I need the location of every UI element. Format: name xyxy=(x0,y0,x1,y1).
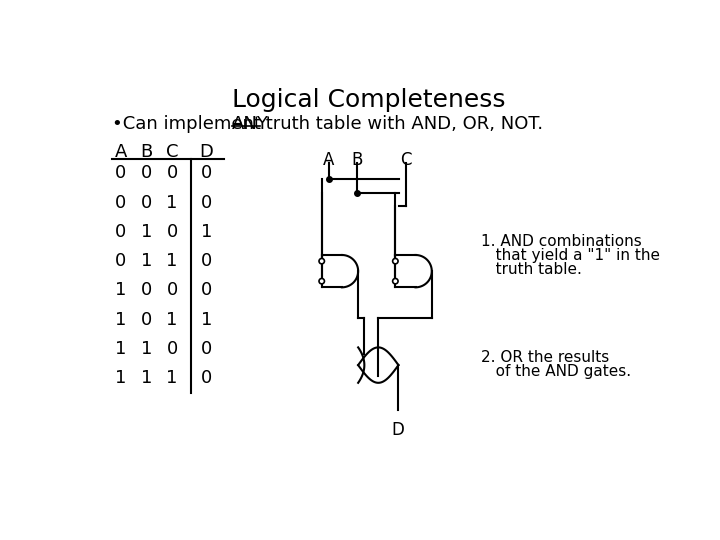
Text: 1: 1 xyxy=(115,369,127,387)
Text: 0: 0 xyxy=(115,164,127,183)
Text: 1: 1 xyxy=(166,369,178,387)
Text: 0: 0 xyxy=(201,369,212,387)
Text: Logical Completeness: Logical Completeness xyxy=(233,88,505,112)
Text: 0: 0 xyxy=(115,252,127,270)
Text: 1: 1 xyxy=(141,369,152,387)
Text: 0: 0 xyxy=(141,281,152,299)
Text: B: B xyxy=(140,143,153,161)
Text: 1: 1 xyxy=(141,223,152,241)
Text: 0: 0 xyxy=(166,164,178,183)
Text: 0: 0 xyxy=(201,252,212,270)
Text: 0: 0 xyxy=(201,194,212,212)
Text: •Can implement: •Can implement xyxy=(112,115,266,133)
Text: B: B xyxy=(351,151,363,169)
Text: D: D xyxy=(391,421,404,438)
Text: truth table with AND, OR, NOT.: truth table with AND, OR, NOT. xyxy=(260,115,543,133)
Text: 0: 0 xyxy=(201,340,212,358)
Text: 2. OR the results: 2. OR the results xyxy=(482,350,610,364)
Text: ANY: ANY xyxy=(232,115,269,133)
Text: 1. AND combinations: 1. AND combinations xyxy=(482,234,642,249)
Text: 1: 1 xyxy=(115,340,127,358)
Text: 0: 0 xyxy=(201,281,212,299)
Text: 0: 0 xyxy=(141,310,152,329)
Circle shape xyxy=(319,259,325,264)
Circle shape xyxy=(392,259,398,264)
Text: 0: 0 xyxy=(115,194,127,212)
Text: 1: 1 xyxy=(141,252,152,270)
Text: 0: 0 xyxy=(166,340,178,358)
Text: 0: 0 xyxy=(115,223,127,241)
Text: 0: 0 xyxy=(166,281,178,299)
Text: A: A xyxy=(323,151,334,169)
Circle shape xyxy=(392,279,398,284)
Text: C: C xyxy=(400,151,412,169)
Text: 1: 1 xyxy=(166,194,178,212)
Text: 1: 1 xyxy=(166,310,178,329)
Text: that yield a "1" in the: that yield a "1" in the xyxy=(482,248,660,263)
Text: 1: 1 xyxy=(115,310,127,329)
Circle shape xyxy=(319,279,325,284)
Text: 1: 1 xyxy=(201,223,212,241)
Text: of the AND gates.: of the AND gates. xyxy=(482,363,631,379)
Text: 0: 0 xyxy=(201,164,212,183)
Text: 0: 0 xyxy=(141,194,152,212)
Text: 0: 0 xyxy=(166,223,178,241)
Text: 1: 1 xyxy=(166,252,178,270)
Text: truth table.: truth table. xyxy=(482,262,582,277)
Text: 1: 1 xyxy=(141,340,152,358)
Text: A: A xyxy=(114,143,127,161)
Text: 1: 1 xyxy=(201,310,212,329)
Text: 0: 0 xyxy=(141,164,152,183)
Text: 1: 1 xyxy=(115,281,127,299)
Text: C: C xyxy=(166,143,179,161)
Text: D: D xyxy=(199,143,213,161)
